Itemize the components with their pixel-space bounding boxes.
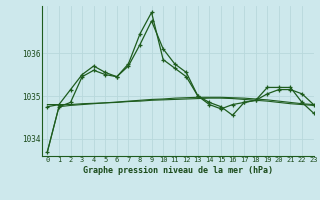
X-axis label: Graphe pression niveau de la mer (hPa): Graphe pression niveau de la mer (hPa) [83, 166, 273, 175]
